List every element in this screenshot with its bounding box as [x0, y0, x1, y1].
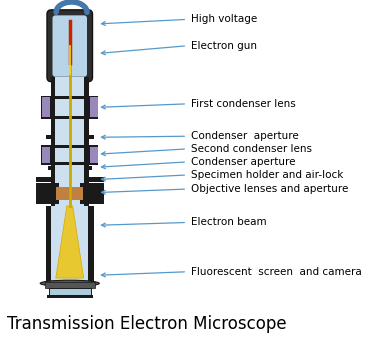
Text: Electron gun: Electron gun: [191, 41, 257, 51]
Text: Electron beam: Electron beam: [191, 218, 267, 227]
Bar: [89, 145, 98, 164]
Text: First condenser lens: First condenser lens: [191, 99, 296, 109]
Text: Specimen holder and air-lock: Specimen holder and air-lock: [191, 170, 343, 180]
Bar: [56, 187, 83, 200]
Text: Fluorescent  screen  and camera: Fluorescent screen and camera: [191, 267, 362, 277]
Bar: [88, 206, 94, 283]
FancyBboxPatch shape: [47, 10, 93, 82]
Bar: [47, 295, 93, 298]
Bar: [45, 282, 94, 288]
Ellipse shape: [40, 280, 99, 287]
Bar: [51, 162, 89, 164]
Bar: [51, 116, 89, 119]
Text: High voltage: High voltage: [191, 14, 257, 24]
Bar: [48, 166, 55, 170]
Bar: [41, 96, 51, 119]
Text: Condenser  aperture: Condenser aperture: [191, 131, 299, 141]
Bar: [46, 135, 55, 139]
Bar: [89, 96, 98, 119]
Bar: [51, 206, 88, 283]
Bar: [89, 146, 98, 163]
Bar: [51, 96, 89, 99]
Bar: [46, 206, 51, 283]
Bar: [42, 146, 50, 163]
Bar: [51, 145, 89, 148]
Bar: [42, 97, 50, 118]
Text: Transmission Electron Microscope: Transmission Electron Microscope: [7, 315, 287, 333]
Text: Second condenser lens: Second condenser lens: [191, 144, 312, 154]
Bar: [80, 183, 103, 204]
Bar: [84, 77, 89, 282]
Bar: [84, 166, 92, 170]
Text: Condenser aperture: Condenser aperture: [191, 157, 296, 167]
Bar: [55, 77, 84, 282]
Polygon shape: [56, 206, 84, 278]
Bar: [89, 97, 98, 118]
Bar: [36, 183, 60, 204]
Bar: [51, 77, 55, 282]
Bar: [36, 177, 55, 182]
Text: Objective lenses and aperture: Objective lenses and aperture: [191, 184, 348, 194]
Bar: [49, 288, 91, 296]
FancyBboxPatch shape: [53, 15, 87, 77]
Bar: [84, 177, 103, 182]
Bar: [41, 145, 51, 164]
Bar: [84, 135, 94, 139]
